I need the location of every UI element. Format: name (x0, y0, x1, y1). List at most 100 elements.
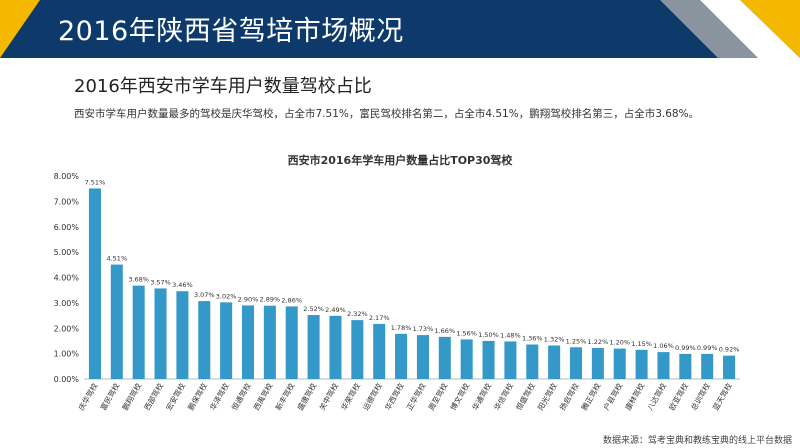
x-tick-label: 欧亚驾校 (666, 381, 690, 412)
x-tick-label: 总训驾校 (688, 381, 712, 412)
x-tick-label: 新丰驾校 (273, 381, 297, 412)
header-bar: 2016年陕西省驾培市场概况 (0, 0, 800, 58)
bar (395, 333, 408, 379)
x-tick-label: 关中驾校 (317, 381, 341, 412)
data-label: 2.52% (303, 305, 324, 313)
x-tick-label: 阳光驾校 (535, 381, 559, 412)
data-label: 3.46% (172, 281, 193, 289)
bar (613, 348, 626, 379)
bar (263, 305, 276, 379)
y-tick-label: 7.00% (54, 197, 80, 206)
bar (569, 347, 583, 379)
bar (198, 301, 211, 379)
bar (176, 291, 189, 379)
bar (373, 323, 386, 379)
x-tick-label: 华通驾校 (470, 381, 494, 412)
y-tick-label: 1.00% (54, 350, 80, 359)
bar (241, 305, 255, 379)
bar (591, 348, 604, 379)
data-source: 数据来源：驾考宝典和教练宝典的线上平台数据 (602, 436, 792, 446)
data-label: 1.56% (456, 329, 477, 337)
data-label: 3.02% (216, 292, 237, 300)
x-tick-label: 户县驾校 (601, 381, 625, 412)
bar (132, 285, 145, 379)
x-tick-label: 鹏保驾校 (185, 381, 209, 412)
header-accent-left (0, 0, 40, 58)
data-label: 1.73% (413, 325, 434, 333)
x-tick-label: 盛唐驾校 (295, 381, 319, 412)
x-tick-label: 恒盛驾校 (513, 381, 537, 412)
x-tick-label: 富民驾校 (98, 381, 122, 412)
bar (482, 340, 495, 379)
x-tick-label: 华信驾校 (491, 381, 515, 412)
x-tick-label: 运德驾校 (360, 381, 384, 412)
data-label: 1.66% (434, 327, 455, 335)
data-label: 1.20% (609, 339, 630, 347)
data-label: 2.86% (281, 296, 302, 304)
x-tick-label: 华西驾校 (382, 381, 406, 412)
bar (416, 335, 429, 379)
y-tick-label: 4.00% (54, 274, 80, 283)
bar (679, 353, 692, 379)
x-tick-label: 西部驾校 (142, 381, 166, 412)
y-tick-label: 6.00% (54, 223, 80, 232)
x-tick-label: 康林驾校 (623, 381, 647, 412)
bar (351, 320, 364, 379)
data-label: 1.32% (544, 336, 565, 344)
data-label: 3.57% (150, 278, 171, 286)
section-subtitle: 2016年西安市学车用户数量驾校占比 (74, 76, 372, 97)
x-tick-label: 周至驾校 (426, 381, 450, 412)
data-label: 7.51% (85, 178, 106, 186)
x-tick-label: 蓝天驾校 (710, 381, 734, 412)
x-tick-label: 博文驾校 (448, 381, 472, 412)
data-label: 2.89% (260, 296, 281, 304)
data-label: 2.17% (369, 314, 390, 322)
page-title: 2016年陕西省驾培市场概况 (58, 16, 404, 47)
data-label: 1.48% (500, 331, 521, 339)
bar (526, 344, 539, 379)
data-label: 0.99% (697, 344, 718, 352)
data-label: 0.92% (719, 346, 740, 354)
data-label: 1.25% (566, 337, 587, 345)
data-label: 1.15% (631, 340, 652, 348)
bar (548, 345, 561, 379)
header-accent-right (660, 0, 800, 58)
x-tick-label: 鹏翔驾校 (120, 381, 144, 412)
bar (723, 355, 736, 379)
bar (438, 336, 451, 379)
x-tick-label: 庆华驾校 (76, 381, 100, 412)
x-tick-label: 华泽驾校 (207, 381, 231, 412)
data-label: 1.50% (478, 331, 499, 339)
y-tick-label: 5.00% (54, 248, 80, 257)
x-tick-label: 恒通驾校 (229, 381, 253, 412)
y-tick-label: 0.00% (54, 375, 80, 384)
bar (110, 264, 123, 379)
data-label: 0.99% (675, 344, 696, 352)
x-tick-label: 正华驾校 (404, 381, 428, 412)
x-tick-label: 扬启驾校 (557, 381, 581, 412)
bar (657, 352, 670, 379)
x-tick-label: 宏安驾校 (163, 381, 187, 412)
data-label: 2.49% (325, 306, 346, 314)
section-description: 西安市学车用户数量最多的驾校是庆华驾校，占全市7.51%，富民驾校排名第二，占全… (74, 108, 700, 120)
bar (701, 353, 714, 379)
y-tick-label: 3.00% (54, 299, 80, 308)
x-tick-label: 八达驾校 (645, 381, 669, 412)
bar (329, 315, 342, 379)
data-label: 4.51% (106, 255, 127, 263)
bar (88, 188, 101, 379)
data-label: 3.68% (128, 276, 149, 284)
data-label: 1.36% (522, 334, 543, 342)
x-tick-label: 西禹驾校 (251, 381, 275, 412)
data-label: 3.07% (194, 291, 215, 299)
bar (285, 306, 298, 379)
bar (307, 315, 320, 379)
x-tick-label: 腾正驾校 (579, 381, 603, 412)
y-tick-label: 8.00% (54, 172, 80, 181)
chart-title: 西安市2016年学车用户数量占比TOP30驾校 (287, 154, 513, 167)
bar (220, 302, 233, 379)
bar (504, 341, 517, 379)
bar (460, 339, 473, 379)
x-tick-label: 华荣驾校 (338, 381, 362, 412)
